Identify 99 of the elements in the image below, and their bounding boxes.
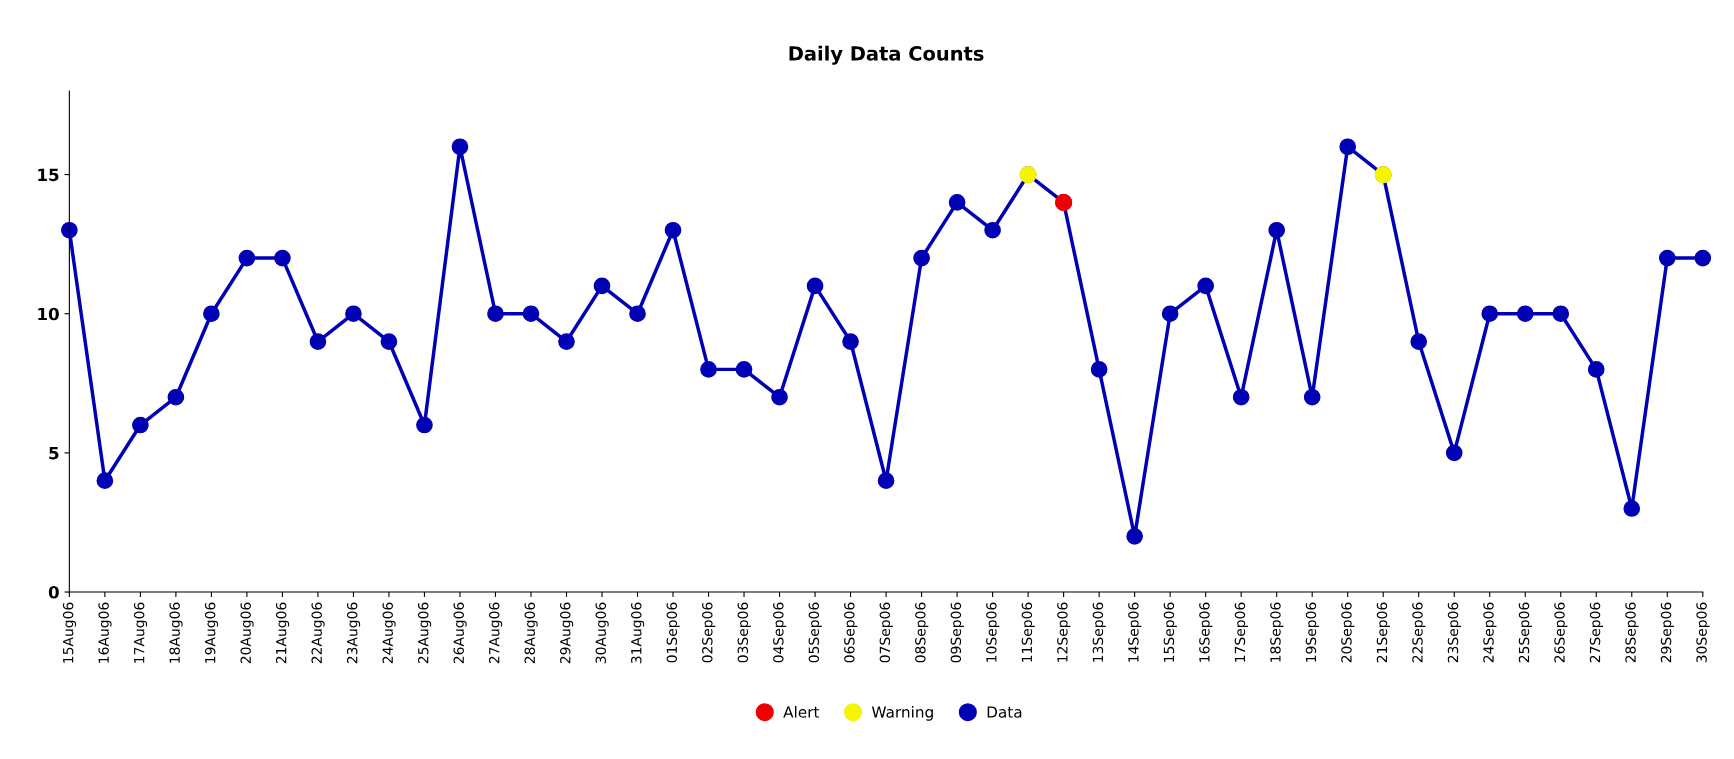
- y-tick-label: 15: [38, 168, 59, 182]
- point: [1126, 528, 1143, 545]
- legend-label: Alert: [783, 705, 820, 718]
- x-tick-label: 15Sep06: [1163, 602, 1177, 662]
- point: [203, 305, 220, 323]
- x-tick-label: 20Aug06: [240, 602, 254, 664]
- point: [61, 221, 78, 239]
- x-tick-label: 31Aug06: [631, 602, 645, 664]
- point: [96, 472, 114, 490]
- x-tick-label: 25Sep06: [1518, 602, 1532, 663]
- legend-label: Data: [987, 706, 1022, 718]
- point: [558, 333, 575, 350]
- x-tick-label: 28Sep06: [1625, 602, 1639, 663]
- point: [1481, 305, 1499, 323]
- x-tick-label: 20Sep06: [1341, 602, 1355, 663]
- x-tick-label: 21Sep06: [1376, 602, 1390, 663]
- point: [1445, 444, 1463, 462]
- x-tick-label: 26Sep06: [1554, 602, 1568, 663]
- x-tick-label: 24Sep06: [1483, 602, 1497, 663]
- point: [132, 416, 149, 434]
- point: [1516, 305, 1534, 323]
- x-tick-label: 27Sep06: [1589, 602, 1603, 663]
- x-tick-label: 19Sep06: [1305, 602, 1319, 662]
- x-tick-label: 30Sep06: [1696, 602, 1710, 663]
- point: [1268, 221, 1286, 239]
- x-tick-label: 28Aug06: [524, 602, 538, 664]
- x-tick-label: 17Sep06: [1234, 602, 1248, 662]
- y-tick-label: 0: [48, 585, 59, 599]
- point: [664, 221, 682, 239]
- point: [1197, 277, 1214, 295]
- point: [984, 221, 1001, 239]
- point: [735, 361, 753, 378]
- point: [380, 333, 398, 350]
- x-tick-label: 18Aug06: [169, 602, 183, 663]
- point: [416, 416, 433, 434]
- x-tick-label: 05Sep06: [808, 602, 822, 663]
- x-tick-label: 02Sep06: [702, 602, 716, 663]
- point: [593, 277, 611, 295]
- point: [877, 472, 895, 490]
- x-tick-label: 17Aug06: [133, 602, 148, 663]
- legend-label: Warning: [871, 705, 933, 721]
- point: [1161, 305, 1179, 323]
- x-tick-label: 13Sep06: [1092, 602, 1106, 662]
- point: [1587, 361, 1605, 378]
- x-tick-label: 27Aug06: [489, 602, 503, 664]
- x-tick-label: 22Aug06: [311, 602, 325, 664]
- x-tick-label: 06Sep06: [844, 602, 858, 663]
- point: [913, 249, 930, 267]
- point: [274, 249, 291, 267]
- point: [345, 305, 362, 323]
- x-tick-label: 08Sep06: [915, 602, 929, 663]
- y-tick-label: 5: [49, 447, 59, 460]
- point: [1303, 388, 1321, 406]
- x-tick-label: 23Aug06: [346, 602, 361, 664]
- point: [771, 388, 788, 406]
- x-tick-label: 10Sep06: [986, 602, 1000, 662]
- x-tick-label: 07Sep06: [879, 602, 893, 663]
- x-tick-label: 16Aug06: [98, 602, 112, 663]
- point: [1623, 500, 1641, 517]
- x-tick-label: 25Aug06: [417, 602, 432, 664]
- point: [238, 249, 256, 267]
- x-tick-label: 22Sep06: [1412, 602, 1426, 663]
- point: [1552, 305, 1570, 323]
- point: [309, 333, 327, 350]
- point: [948, 194, 966, 211]
- point: [700, 361, 717, 378]
- point: [167, 388, 185, 406]
- x-tick-label: 24Aug06: [382, 602, 396, 664]
- point: [1232, 388, 1250, 406]
- point: [522, 305, 540, 323]
- point: [1658, 249, 1676, 267]
- x-tick-label: 11Sep06: [1021, 602, 1035, 662]
- point: [1090, 361, 1108, 378]
- x-tick-label: 30Aug06: [595, 602, 609, 664]
- x-tick-label: 12Sep06: [1057, 602, 1071, 662]
- point: [842, 333, 859, 350]
- x-tick-label: 16Sep06: [1199, 602, 1213, 662]
- x-tick-label: 14Sep06: [1128, 602, 1142, 662]
- x-tick-label: 15Aug06: [62, 602, 77, 663]
- y-tick-label: 10: [38, 307, 59, 321]
- x-tick-label: 01Sep06: [666, 602, 680, 663]
- point: [487, 305, 504, 323]
- x-tick-label: 23Sep06: [1447, 602, 1461, 663]
- point: [1410, 333, 1428, 350]
- chart-title: Daily Data Counts: [789, 45, 984, 65]
- x-tick-label: 26Aug06: [453, 602, 467, 664]
- point: [629, 305, 646, 323]
- x-tick-label: 18Sep06: [1270, 602, 1284, 662]
- x-tick-label: 09Sep06: [950, 602, 964, 663]
- point: [1694, 249, 1712, 267]
- point: [806, 277, 824, 295]
- x-tick-label: 03Sep06: [737, 602, 751, 663]
- x-tick-label: 29Aug06: [560, 602, 574, 664]
- point: [451, 138, 469, 156]
- x-tick-label: 29Sep06: [1660, 602, 1674, 663]
- x-tick-label: 04Sep06: [773, 602, 787, 663]
- x-tick-label: 21Aug06: [275, 602, 290, 664]
- point: [1339, 138, 1357, 156]
- x-tick-label: 19Aug06: [204, 602, 219, 663]
